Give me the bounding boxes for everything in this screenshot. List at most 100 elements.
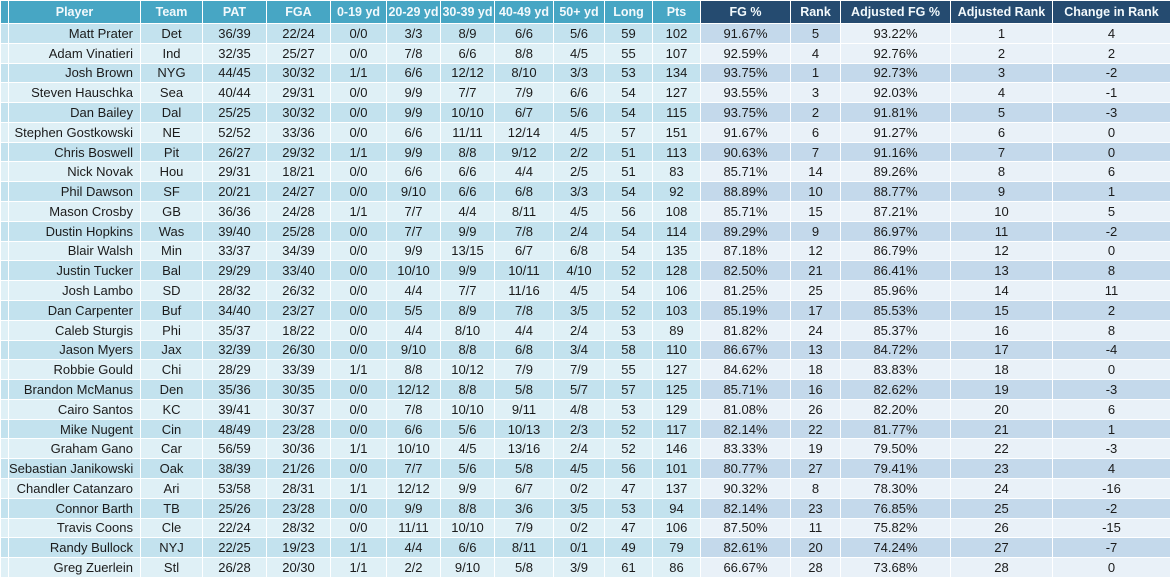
cell-long[interactable]: 52 — [604, 299, 653, 321]
cell-rank[interactable]: 27 — [790, 458, 841, 479]
cell-adj-rank[interactable]: 15 — [950, 299, 1053, 321]
cell-adj-fg-pct[interactable]: 92.76% — [840, 42, 951, 64]
cell-pts[interactable]: 86 — [652, 557, 701, 578]
cell-rank[interactable]: 26 — [790, 398, 841, 420]
cell-yd-30-39[interactable]: 4/5 — [440, 438, 495, 460]
cell-player[interactable]: Matt Prater — [8, 23, 141, 44]
cell-team[interactable]: Pit — [140, 141, 203, 163]
cell-yd-50-plus[interactable]: 3/3 — [553, 181, 605, 203]
cell-yd-40-49[interactable]: 5/8 — [494, 458, 554, 479]
header-yd-20-29[interactable]: 20-29 yd — [386, 0, 441, 24]
cell-player[interactable]: Dustin Hopkins — [8, 220, 141, 242]
cell-player[interactable]: Caleb Sturgis — [8, 319, 141, 341]
cell-team[interactable]: Bal — [140, 260, 203, 282]
cell-rank[interactable]: 5 — [790, 23, 841, 44]
cell-team[interactable]: Det — [140, 23, 203, 44]
cell-team[interactable]: SF — [140, 181, 203, 203]
cell-change-rank[interactable]: 2 — [1052, 42, 1170, 64]
cell-fga[interactable]: 30/36 — [266, 438, 331, 460]
cell-long[interactable]: 58 — [604, 339, 653, 361]
cell-pts[interactable]: 125 — [652, 379, 701, 400]
cell-yd-50-plus[interactable]: 3/3 — [553, 62, 605, 84]
cell-fga[interactable]: 30/37 — [266, 398, 331, 420]
cell-yd-20-29[interactable]: 7/8 — [386, 42, 441, 64]
header-adj-fg-pct[interactable]: Adjusted FG % — [840, 0, 951, 24]
cell-yd-20-29[interactable]: 7/7 — [386, 458, 441, 479]
cell-long[interactable]: 57 — [604, 379, 653, 400]
cell-adj-rank[interactable]: 17 — [950, 339, 1053, 361]
cell-yd-50-plus[interactable]: 6/8 — [553, 240, 605, 262]
cell-team[interactable]: Was — [140, 220, 203, 242]
cell-yd-0-19[interactable]: 0/0 — [330, 220, 387, 242]
cell-change-rank[interactable]: -15 — [1052, 517, 1170, 539]
cell-yd-40-49[interactable]: 6/7 — [494, 102, 554, 123]
cell-team[interactable]: Dal — [140, 102, 203, 123]
cell-adj-fg-pct[interactable]: 79.50% — [840, 438, 951, 460]
cell-player[interactable]: Steven Hauschka — [8, 82, 141, 104]
cell-adj-rank[interactable]: 19 — [950, 379, 1053, 400]
cell-change-rank[interactable]: -16 — [1052, 477, 1170, 499]
cell-yd-30-39[interactable]: 8/8 — [440, 141, 495, 163]
cell-long[interactable]: 54 — [604, 220, 653, 242]
cell-long[interactable]: 61 — [604, 557, 653, 578]
cell-long[interactable]: 54 — [604, 82, 653, 104]
cell-yd-0-19[interactable]: 0/0 — [330, 82, 387, 104]
cell-long[interactable]: 55 — [604, 359, 653, 381]
header-yd-30-39[interactable]: 30-39 yd — [440, 0, 495, 24]
cell-rank[interactable]: 20 — [790, 537, 841, 559]
cell-rank[interactable]: 15 — [790, 201, 841, 222]
cell-long[interactable]: 49 — [604, 537, 653, 559]
cell-change-rank[interactable]: -2 — [1052, 497, 1170, 519]
cell-pat[interactable]: 25/25 — [202, 102, 267, 123]
cell-yd-30-39[interactable]: 6/6 — [440, 161, 495, 183]
cell-team[interactable]: Hou — [140, 161, 203, 183]
cell-rank[interactable]: 9 — [790, 220, 841, 242]
header-rank[interactable]: Rank — [790, 0, 841, 24]
cell-adj-fg-pct[interactable]: 82.62% — [840, 379, 951, 400]
cell-change-rank[interactable]: 8 — [1052, 260, 1170, 282]
cell-change-rank[interactable]: -1 — [1052, 82, 1170, 104]
cell-team[interactable]: Cle — [140, 517, 203, 539]
cell-pat[interactable]: 28/29 — [202, 359, 267, 381]
cell-adj-rank[interactable]: 11 — [950, 220, 1053, 242]
cell-adj-rank[interactable]: 9 — [950, 181, 1053, 203]
cell-fg-pct[interactable]: 90.32% — [700, 477, 791, 499]
cell-yd-40-49[interactable]: 4/4 — [494, 319, 554, 341]
cell-yd-30-39[interactable]: 12/12 — [440, 62, 495, 84]
cell-adj-fg-pct[interactable]: 86.79% — [840, 240, 951, 262]
cell-adj-rank[interactable]: 23 — [950, 458, 1053, 479]
cell-adj-rank[interactable]: 14 — [950, 280, 1053, 301]
cell-pat[interactable]: 40/44 — [202, 82, 267, 104]
cell-yd-20-29[interactable]: 3/3 — [386, 23, 441, 44]
cell-fga[interactable]: 33/39 — [266, 359, 331, 381]
cell-player[interactable]: Josh Brown — [8, 62, 141, 84]
cell-yd-30-39[interactable]: 13/15 — [440, 240, 495, 262]
cell-fg-pct[interactable]: 88.89% — [700, 181, 791, 203]
cell-yd-40-49[interactable]: 9/12 — [494, 141, 554, 163]
cell-team[interactable]: Min — [140, 240, 203, 262]
cell-yd-50-plus[interactable]: 3/4 — [553, 339, 605, 361]
cell-yd-20-29[interactable]: 7/7 — [386, 201, 441, 222]
cell-long[interactable]: 54 — [604, 102, 653, 123]
cell-rank[interactable]: 25 — [790, 280, 841, 301]
cell-fg-pct[interactable]: 86.67% — [700, 339, 791, 361]
cell-long[interactable]: 51 — [604, 161, 653, 183]
cell-team[interactable]: Den — [140, 379, 203, 400]
cell-yd-30-39[interactable]: 5/6 — [440, 458, 495, 479]
cell-adj-fg-pct[interactable]: 92.73% — [840, 62, 951, 84]
cell-yd-40-49[interactable]: 8/10 — [494, 62, 554, 84]
cell-yd-50-plus[interactable]: 5/6 — [553, 102, 605, 123]
cell-yd-20-29[interactable]: 9/9 — [386, 82, 441, 104]
cell-yd-0-19[interactable]: 0/0 — [330, 181, 387, 203]
cell-fg-pct[interactable]: 91.67% — [700, 23, 791, 44]
cell-adj-fg-pct[interactable]: 75.82% — [840, 517, 951, 539]
cell-team[interactable]: TB — [140, 497, 203, 519]
cell-team[interactable]: NYG — [140, 62, 203, 84]
cell-change-rank[interactable]: 0 — [1052, 359, 1170, 381]
cell-pts[interactable]: 89 — [652, 319, 701, 341]
cell-yd-20-29[interactable]: 7/8 — [386, 398, 441, 420]
cell-yd-20-29[interactable]: 6/6 — [386, 161, 441, 183]
cell-yd-0-19[interactable]: 0/0 — [330, 379, 387, 400]
cell-yd-20-29[interactable]: 4/4 — [386, 537, 441, 559]
cell-pts[interactable]: 117 — [652, 418, 701, 440]
